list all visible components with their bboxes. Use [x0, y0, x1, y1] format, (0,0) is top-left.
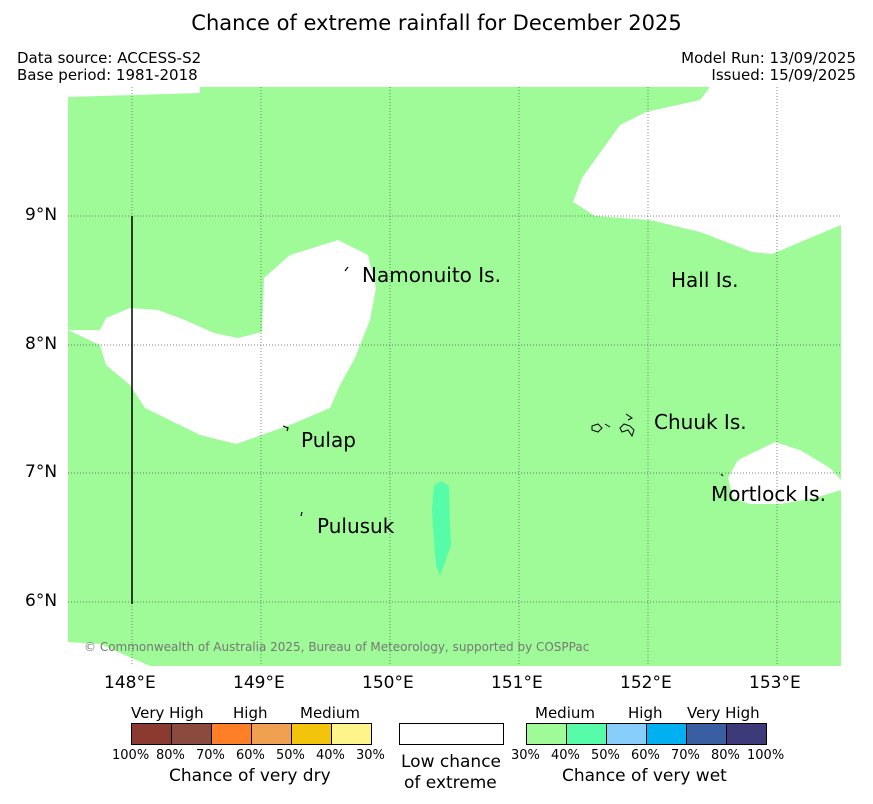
copyright-text: © Commonwealth of Australia 2025, Bureau… [84, 640, 590, 654]
wet-pct-40: 40% [551, 748, 580, 763]
wet-pct-70: 70% [671, 748, 700, 763]
wet-swatch [647, 724, 687, 744]
lat-label-7n: 7°N [25, 462, 58, 482]
dry-swatch [132, 724, 172, 744]
wet-swatch [607, 724, 647, 744]
wet-very-high-label: Very High [687, 704, 760, 722]
dry-legend-title: Chance of very dry [169, 766, 331, 786]
dry-pct-50: 50% [276, 748, 305, 763]
wet-swatch [687, 724, 727, 744]
dry-pct-100: 100% [112, 748, 150, 763]
lat-label-8n: 8°N [25, 334, 58, 354]
dry-pct-70: 70% [196, 748, 225, 763]
low-chance-region-bottom-left [68, 642, 150, 666]
model-run-label: Model Run: 13/09/2025 [681, 49, 856, 67]
low-chance-label-line1: Low chance [401, 752, 501, 772]
wet-swatch [527, 724, 567, 744]
low-chance-region-west [68, 240, 376, 444]
place-label-pulusuk: Pulusuk [317, 514, 395, 538]
lon-label-153e: 153°E [749, 673, 801, 693]
dry-medium-label: Medium [300, 704, 360, 722]
wet-legend-title: Chance of very wet [562, 766, 727, 786]
map-title: Chance of extreme rainfall for December … [191, 11, 682, 35]
wet-swatch [567, 724, 607, 744]
data-source-label: Data source: ACCESS-S2 [17, 49, 202, 67]
place-label-hall: Hall Is. [671, 268, 739, 292]
place-label-pulap: Pulap [301, 428, 356, 452]
low-chance-region-top-right [573, 87, 841, 254]
low-chance-region-top-left [68, 87, 200, 97]
wet-pct-80: 80% [711, 748, 740, 763]
place-label-mortlock: Mortlock Is. [711, 482, 826, 506]
wet-medium-label: Medium [535, 704, 595, 722]
low-chance-swatch [399, 723, 504, 745]
wet-swatch [727, 724, 766, 744]
dry-swatch [212, 724, 252, 744]
wet-pct-30: 30% [511, 748, 540, 763]
dry-pct-80: 80% [156, 748, 185, 763]
lon-label-149e: 149°E [233, 673, 285, 693]
lat-label-6n: 6°N [25, 591, 58, 611]
graticule [68, 87, 841, 666]
wet-pct-50: 50% [591, 748, 620, 763]
dry-swatch [172, 724, 212, 744]
place-label-chuuk: Chuuk Is. [654, 410, 747, 434]
pulusuk-island-shape [300, 511, 303, 517]
wet-pct-60: 60% [631, 748, 660, 763]
dry-pct-30: 30% [356, 748, 385, 763]
mortlock-island-shape [720, 473, 724, 477]
dry-pct-40: 40% [316, 748, 345, 763]
low-chance-region-mortlock [728, 442, 841, 504]
dry-swatch [292, 724, 332, 744]
wet-pct-100: 100% [747, 748, 785, 763]
pulap-island-shape [282, 425, 289, 432]
lon-label-152e: 152°E [620, 673, 672, 693]
dry-swatch [252, 724, 292, 744]
lon-label-150e: 150°E [362, 673, 414, 693]
dry-high-label: High [233, 704, 268, 722]
dry-swatch [332, 724, 371, 744]
low-chance-label-line2: of extreme [404, 773, 497, 793]
wet-colorbar [526, 723, 767, 745]
lon-label-151e: 151°E [491, 673, 543, 693]
lat-label-9n: 9°N [25, 205, 58, 225]
dry-pct-60: 60% [236, 748, 265, 763]
dry-colorbar [131, 723, 372, 745]
base-period-label: Base period: 1981-2018 [17, 66, 198, 84]
chuuk-island-shape [591, 413, 635, 438]
namonuito-island-shape [344, 266, 349, 272]
high-wet-region [432, 481, 451, 576]
place-label-namonuito: Namonuito Is. [362, 263, 501, 287]
wet-high-label: High [628, 704, 663, 722]
lon-label-148e: 148°E [104, 673, 156, 693]
dry-very-high-label: Very High [131, 704, 204, 722]
issued-label: Issued: 15/09/2025 [711, 66, 856, 84]
